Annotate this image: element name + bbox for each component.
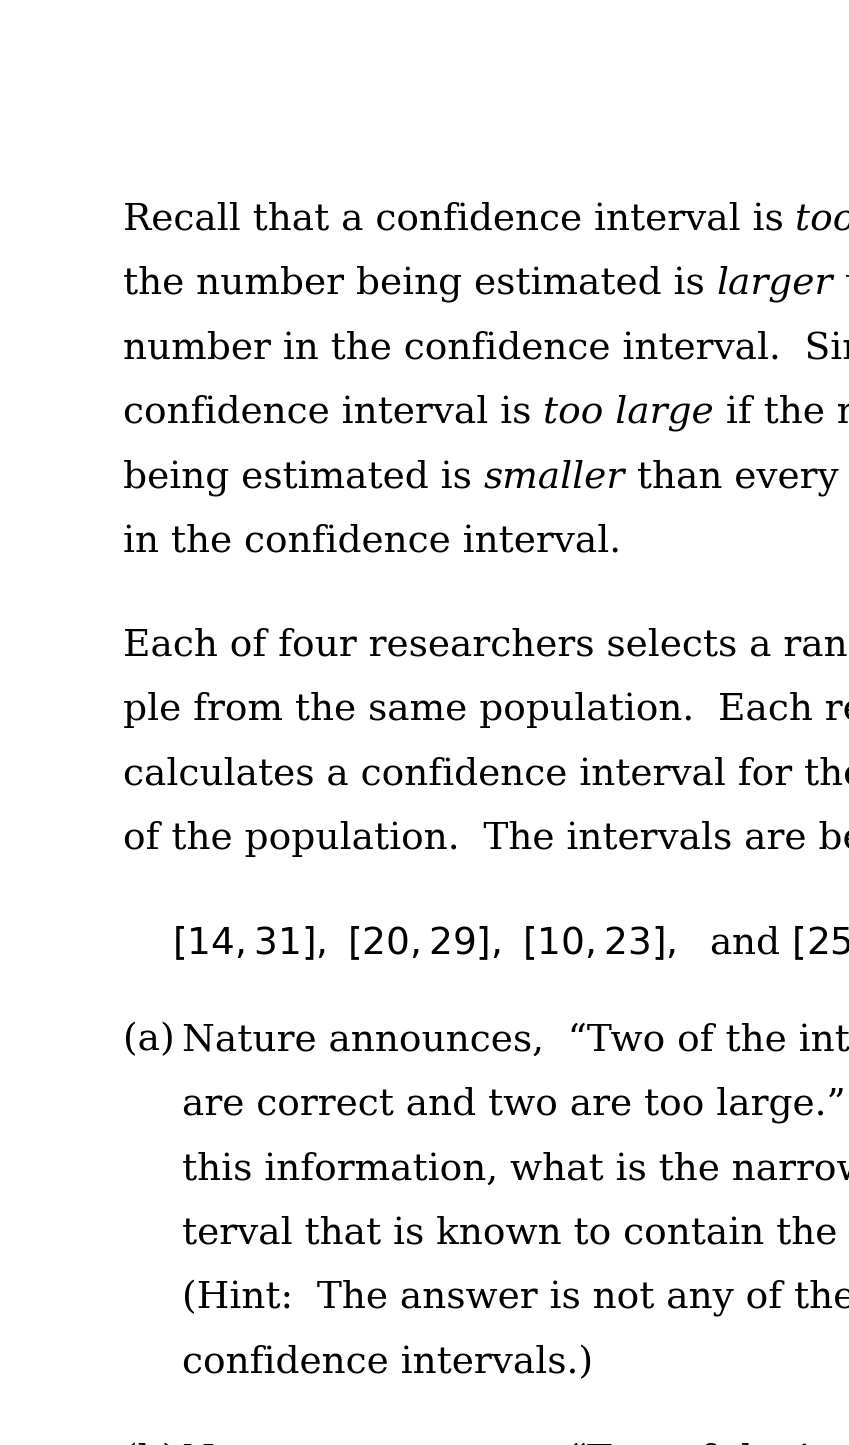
Text: Nature announces,  “Two of the intervals: Nature announces, “Two of the intervals bbox=[182, 1444, 849, 1445]
Text: Nature announces,  “Two of the intervals: Nature announces, “Two of the intervals bbox=[182, 1023, 849, 1058]
Text: smaller: smaller bbox=[483, 460, 625, 496]
Text: than every number: than every number bbox=[625, 460, 849, 496]
Text: in the confidence interval.: in the confidence interval. bbox=[122, 525, 621, 559]
Text: than every: than every bbox=[833, 266, 849, 302]
Text: if the number: if the number bbox=[713, 394, 849, 431]
Text: (b): (b) bbox=[122, 1444, 176, 1445]
Text: number in the confidence interval.  Similarly, a: number in the confidence interval. Simil… bbox=[122, 331, 849, 367]
Text: larger: larger bbox=[717, 266, 833, 302]
Text: confidence interval is: confidence interval is bbox=[122, 394, 543, 431]
Text: $[14, 31],\ [20, 29],\ [10, 23],$  and $[25, 35].$: $[14, 31],\ [20, 29],\ [10, 23],$ and $[… bbox=[171, 925, 849, 962]
Text: the number being estimated is: the number being estimated is bbox=[122, 266, 717, 302]
Text: ple from the same population.  Each researcher: ple from the same population. Each resea… bbox=[122, 692, 849, 728]
Text: terval that is known to contain the median?: terval that is known to contain the medi… bbox=[182, 1215, 849, 1251]
Text: this information, what is the narrowest in-: this information, what is the narrowest … bbox=[182, 1152, 849, 1188]
Text: are correct and two are too large.”  Given: are correct and two are too large.” Give… bbox=[182, 1087, 849, 1123]
Text: calculates a confidence interval for the median: calculates a confidence interval for the… bbox=[122, 756, 849, 792]
Text: being estimated is: being estimated is bbox=[122, 460, 483, 496]
Text: too large: too large bbox=[543, 394, 713, 431]
Text: (a): (a) bbox=[122, 1023, 174, 1058]
Text: of the population.  The intervals are below.: of the population. The intervals are bel… bbox=[122, 821, 849, 857]
Text: confidence intervals.): confidence intervals.) bbox=[182, 1345, 593, 1381]
Text: (Hint:  The answer is not any of the four: (Hint: The answer is not any of the four bbox=[182, 1280, 849, 1318]
Text: Each of four researchers selects a random sam-: Each of four researchers selects a rando… bbox=[122, 627, 849, 663]
Text: too small: too small bbox=[796, 201, 849, 237]
Text: Recall that a confidence interval is: Recall that a confidence interval is bbox=[122, 201, 796, 237]
